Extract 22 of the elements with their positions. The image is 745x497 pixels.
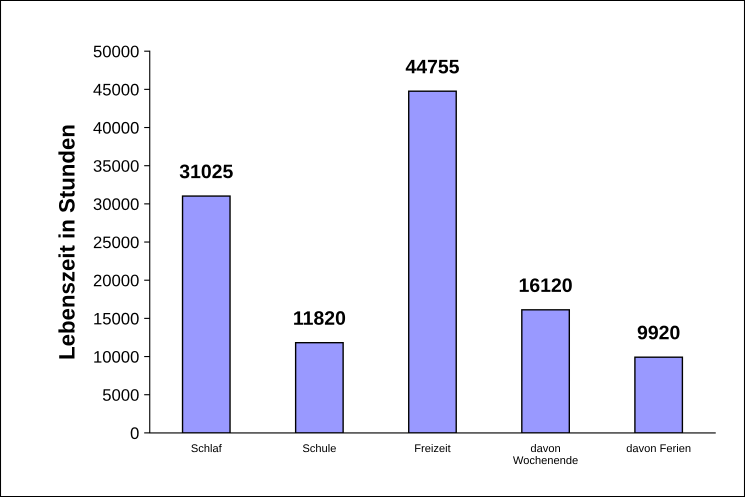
- data-label: 16120: [520, 278, 572, 292]
- y-tick-label: 15000: [94, 312, 139, 325]
- data-label: 9920: [638, 326, 680, 340]
- y-tick-label: 25000: [94, 236, 139, 248]
- data-label: 44755: [406, 60, 459, 74]
- y-tick-label: 35000: [94, 160, 139, 172]
- y-axis-title: Lebenszeit in Stunden: [58, 125, 75, 358]
- y-tick-label: 20000: [94, 274, 139, 286]
- y-tick-label: 0: [130, 427, 139, 440]
- x-tick-label: davon Ferien: [626, 444, 690, 452]
- y-tick-label: 45000: [93, 84, 139, 96]
- data-label: 31025: [180, 164, 233, 178]
- x-tick-label: Freizeit: [415, 444, 451, 452]
- data-label: 11820: [294, 311, 346, 325]
- y-tick-label: 50000: [94, 46, 139, 58]
- y-tick-label: 40000: [93, 122, 139, 134]
- x-tick-label: Schule: [302, 444, 336, 452]
- y-tick-label: 30000: [94, 198, 139, 210]
- x-tick-label: davon Wochenende: [512, 444, 578, 464]
- y-tick-label: 10000: [94, 350, 139, 363]
- y-tick-label: 5000: [102, 389, 139, 401]
- x-tick-label: Schlaf: [191, 444, 222, 452]
